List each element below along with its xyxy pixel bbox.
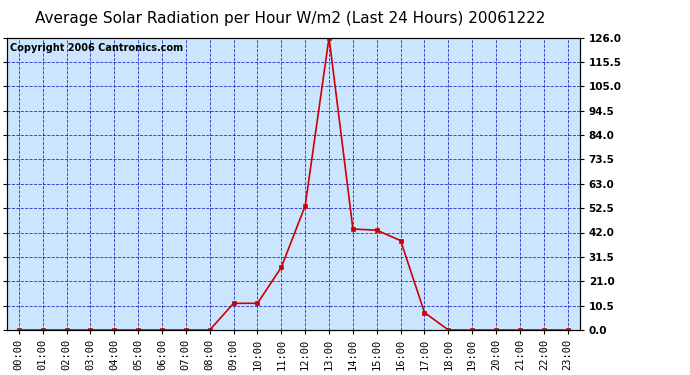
Text: Copyright 2006 Cantronics.com: Copyright 2006 Cantronics.com [10,44,183,53]
Text: Average Solar Radiation per Hour W/m2 (Last 24 Hours) 20061222: Average Solar Radiation per Hour W/m2 (L… [34,11,545,26]
